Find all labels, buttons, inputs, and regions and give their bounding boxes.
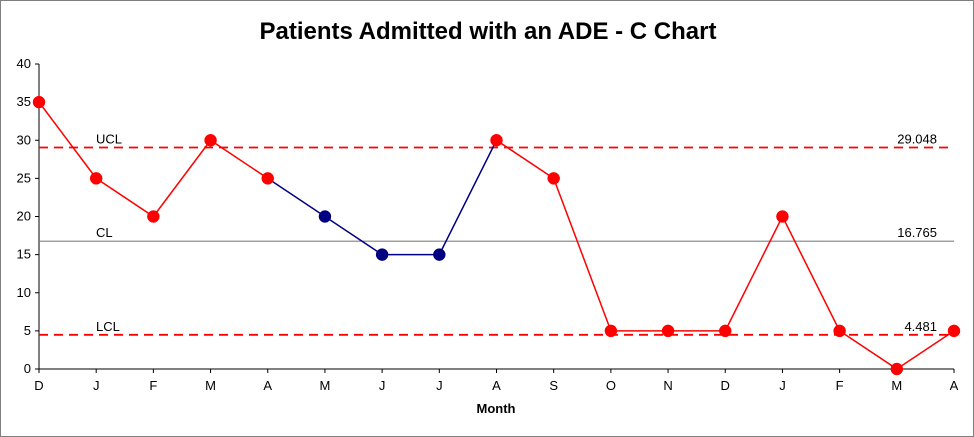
data-point <box>890 362 904 376</box>
data-point <box>604 324 618 338</box>
x-tick-label: D <box>721 378 730 393</box>
data-point <box>147 210 160 223</box>
x-tick-label: O <box>606 378 616 393</box>
series-segment <box>95 177 154 218</box>
ucl-label: UCL <box>96 132 122 147</box>
x-tick-label: A <box>950 378 959 393</box>
data-point <box>89 172 103 185</box>
series-segment <box>896 330 955 370</box>
y-axis: 0 5 10 15 20 25 30 35 40 <box>17 56 40 376</box>
series-segment <box>839 330 898 370</box>
series-segment <box>438 139 498 255</box>
y-tick-label: 5 <box>24 323 31 338</box>
data-point <box>776 210 789 223</box>
y-tick-label: 35 <box>17 94 31 109</box>
ucl-value-label: 29.048 <box>897 132 937 147</box>
data-point <box>261 172 274 185</box>
x-tick-label: M <box>320 378 331 393</box>
series-segment <box>210 139 269 179</box>
data-point <box>833 324 846 338</box>
x-tick-label: D <box>34 378 43 393</box>
series-segment <box>724 216 784 332</box>
x-tick-label: J <box>436 378 443 393</box>
control-limits: UCL 29.048 CL 16.765 LCL 4.481 <box>39 132 954 336</box>
x-tick-label: N <box>663 378 672 393</box>
y-tick-label: 40 <box>17 56 31 71</box>
data-point <box>661 324 675 338</box>
data-point <box>433 248 446 261</box>
x-tick-label: J <box>379 378 386 393</box>
data-point <box>947 324 961 338</box>
y-tick-label: 15 <box>17 247 31 262</box>
x-tick-label: F <box>836 378 844 393</box>
x-tick-label: M <box>891 378 902 393</box>
x-tick-label: S <box>549 378 558 393</box>
y-tick-label: 30 <box>17 132 31 147</box>
series-segment <box>781 216 841 332</box>
data-point <box>32 95 46 109</box>
cl-value-label: 16.765 <box>897 225 937 240</box>
data-point <box>204 134 217 147</box>
series-segment <box>496 139 555 179</box>
y-tick-label: 10 <box>17 285 31 300</box>
y-tick-label: 20 <box>17 209 31 224</box>
series-segment <box>552 178 612 332</box>
lcl-value-label: 4.481 <box>904 319 937 334</box>
series-segment <box>267 177 326 218</box>
data-point <box>547 172 560 185</box>
series-segment <box>38 101 97 179</box>
y-tick-label: 0 <box>24 361 31 376</box>
data-point <box>490 134 503 147</box>
series-segment <box>152 139 212 217</box>
x-tick-label: M <box>205 378 216 393</box>
cl-label: CL <box>96 225 113 240</box>
y-tick-label: 25 <box>17 170 31 185</box>
data-point <box>719 324 732 338</box>
x-tick-label: A <box>492 378 501 393</box>
x-tick-label: F <box>149 378 157 393</box>
lcl-label: LCL <box>96 319 120 334</box>
series-segment <box>324 215 383 256</box>
data-point <box>375 248 389 261</box>
x-tick-label: A <box>263 378 272 393</box>
x-tick-label: J <box>93 378 100 393</box>
x-axis-title: Month <box>477 401 516 416</box>
chart-title: Patients Admitted with an ADE - C Chart <box>260 18 717 45</box>
x-tick-label: J <box>779 378 786 393</box>
data-point <box>318 210 332 223</box>
data-series <box>32 95 961 376</box>
